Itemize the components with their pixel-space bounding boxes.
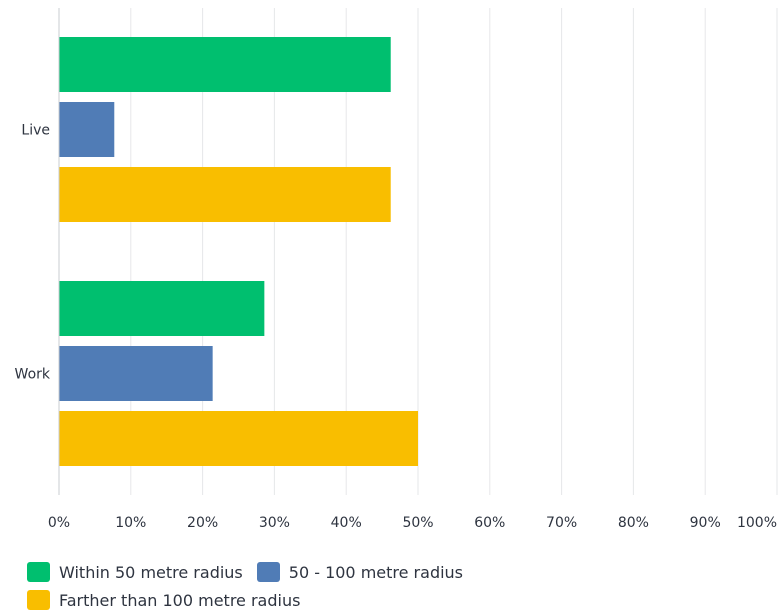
legend-item-within-50: Within 50 metre radius — [27, 562, 243, 582]
x-tick-label: 10% — [115, 515, 146, 531]
legend-swatch-farther-100 — [27, 590, 50, 610]
legend-row-1: Within 50 metre radius 50 - 100 metre ra… — [27, 558, 767, 586]
x-tick-label: 70% — [546, 515, 577, 531]
bars — [59, 37, 418, 466]
bar-chart: Live Work 0% 10% 20% 30% 40% 50% 60% 70% 80% 90% 10… — [15, 8, 778, 531]
bar-live-series-1 — [59, 102, 115, 157]
x-tick-label: 50% — [402, 515, 433, 531]
legend-swatch-50-100 — [256, 562, 280, 582]
bar-work-series-2 — [59, 411, 418, 466]
legend-item-50-100: 50 - 100 metre radius — [256, 562, 464, 582]
category-label: Live — [21, 123, 50, 139]
x-tick-label: 80% — [618, 515, 649, 531]
x-tick-label: 20% — [187, 515, 218, 531]
bar-live-series-2 — [59, 167, 391, 222]
legend: Within 50 metre radius 50 - 100 metre ra… — [27, 558, 767, 614]
x-tick-label: 40% — [331, 515, 362, 531]
legend-row-2: Farther than 100 metre radius — [27, 586, 767, 614]
legend-label-farther-100: Farther than 100 metre radius — [59, 590, 301, 610]
x-tick-label: 30% — [259, 515, 290, 531]
bar-live-series-0 — [59, 37, 391, 92]
bar-work-series-0 — [59, 281, 265, 336]
x-tick-label: 90% — [690, 515, 721, 531]
legend-label-50-100: 50 - 100 metre radius — [288, 562, 464, 582]
x-tick-label: 0% — [48, 515, 70, 531]
x-axis-tick-labels: 0% 10% 20% 30% 40% 50% 60% 70% 80% 90% 100% — [48, 515, 777, 531]
x-tick-label: 60% — [474, 515, 505, 531]
bar-work-series-1 — [59, 346, 213, 401]
category-labels: Live Work — [15, 123, 51, 383]
legend-item-farther-100: Farther than 100 metre radius — [27, 590, 300, 610]
category-label: Work — [15, 367, 51, 383]
legend-label-within-50: Within 50 metre radius — [59, 562, 243, 582]
legend-swatch-within-50 — [27, 562, 50, 582]
x-tick-label: 100% — [737, 515, 777, 531]
